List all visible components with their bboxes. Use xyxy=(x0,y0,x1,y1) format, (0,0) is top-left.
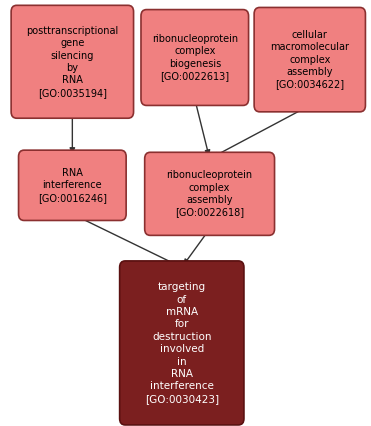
Text: posttranscriptional
gene
silencing
by
RNA
[GO:0035194]: posttranscriptional gene silencing by RN… xyxy=(26,26,118,98)
FancyBboxPatch shape xyxy=(11,5,134,118)
Text: ribonucleoprotein
complex
assembly
[GO:0022618]: ribonucleoprotein complex assembly [GO:0… xyxy=(167,170,253,217)
Text: targeting
of
mRNA
for
destruction
involved
in
RNA
interference
[GO:0030423]: targeting of mRNA for destruction involv… xyxy=(145,282,219,404)
Text: ribonucleoprotein
complex
biogenesis
[GO:0022613]: ribonucleoprotein complex biogenesis [GO… xyxy=(152,34,238,81)
FancyBboxPatch shape xyxy=(19,150,126,221)
FancyBboxPatch shape xyxy=(141,10,249,105)
FancyBboxPatch shape xyxy=(254,8,365,112)
FancyBboxPatch shape xyxy=(145,152,275,235)
Text: cellular
macromolecular
complex
assembly
[GO:0034622]: cellular macromolecular complex assembly… xyxy=(270,30,349,89)
Text: RNA
interference
[GO:0016246]: RNA interference [GO:0016246] xyxy=(38,168,107,203)
FancyBboxPatch shape xyxy=(120,261,244,425)
